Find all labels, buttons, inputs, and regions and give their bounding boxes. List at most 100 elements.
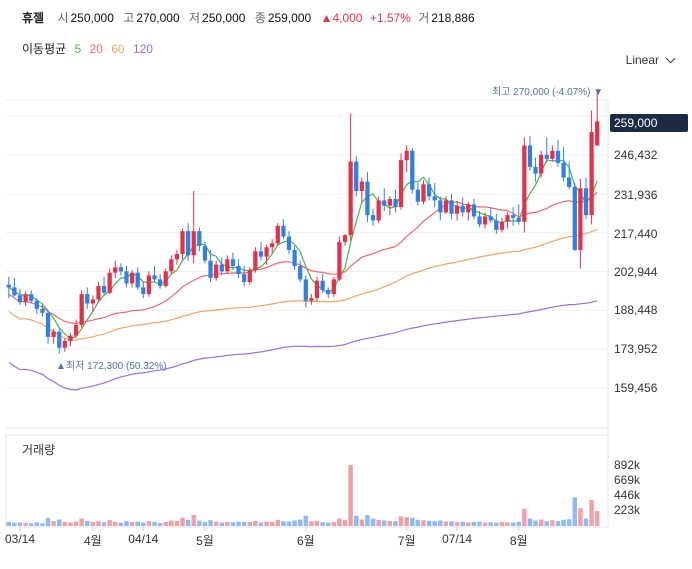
y-tick-label: 188,448 xyxy=(614,303,658,317)
volume-bar xyxy=(387,520,393,526)
candle-body xyxy=(45,312,51,337)
volume-bar xyxy=(264,521,269,526)
candle-body xyxy=(85,294,90,304)
x-tick-label: 4월 xyxy=(83,534,102,548)
volume-bar xyxy=(370,518,376,526)
volume-bar xyxy=(348,465,353,526)
ma-5-line xyxy=(8,159,598,340)
volume-bar xyxy=(185,519,191,526)
close-label: 종 xyxy=(254,11,266,25)
volume-bar xyxy=(157,522,163,526)
candle-body xyxy=(539,154,544,174)
low-value: 250,000 xyxy=(202,11,246,25)
candle-body xyxy=(135,272,140,288)
candle-body xyxy=(527,145,533,167)
volume-bar xyxy=(303,515,309,526)
x-tick-label: 07/14 xyxy=(442,532,473,546)
candle-body xyxy=(561,162,566,178)
volume-bar xyxy=(421,520,426,526)
candle-body xyxy=(544,154,549,159)
candle-body xyxy=(6,284,11,288)
volume-bar xyxy=(202,521,208,526)
ma-120-label: 120 xyxy=(132,42,153,56)
candle-body xyxy=(398,160,404,208)
volume-bar xyxy=(68,522,73,526)
volume-bar xyxy=(163,522,168,526)
candle-body xyxy=(90,299,95,304)
volume-bar xyxy=(23,522,28,526)
candle-body xyxy=(286,236,292,250)
x-tick-label: 7월 xyxy=(397,534,416,548)
volume-bar xyxy=(96,521,101,526)
volume-bar xyxy=(180,517,185,526)
volume-bar xyxy=(527,518,533,526)
candle-body xyxy=(230,259,236,266)
candle-body xyxy=(174,253,180,260)
candle-body xyxy=(337,241,342,280)
volume-bar xyxy=(449,521,454,526)
volume-bar xyxy=(34,522,40,526)
volume-bar xyxy=(393,521,398,526)
candle-body xyxy=(370,215,376,221)
volume-bar xyxy=(494,522,499,526)
volume-bar xyxy=(113,521,118,526)
candle-body xyxy=(242,274,247,283)
volume-bar xyxy=(79,518,84,526)
candle-body xyxy=(51,331,56,337)
volume-bar xyxy=(292,520,297,526)
moving-average-legend[interactable]: 이동평균 5 20 60 120 xyxy=(22,40,158,57)
y-tick-label: 159,456 xyxy=(614,381,658,395)
candle-body xyxy=(555,150,561,163)
candle-body xyxy=(578,188,583,250)
x-tick-label: 8월 xyxy=(509,534,528,548)
volume-bar xyxy=(146,521,152,526)
ma-120-line xyxy=(8,300,598,391)
candle-body xyxy=(275,225,280,244)
candle-body xyxy=(432,196,437,201)
candle-body xyxy=(40,308,45,313)
low-label: 저 xyxy=(189,11,201,25)
candle-body xyxy=(68,335,73,342)
candle-body xyxy=(511,215,516,218)
candle-body xyxy=(550,150,555,159)
volume-bar xyxy=(594,511,600,526)
candle-body xyxy=(505,215,510,222)
volume-bar xyxy=(56,519,62,526)
open-label: 시 xyxy=(57,11,69,25)
volume-bar xyxy=(219,522,224,526)
volume-bar xyxy=(124,521,129,526)
candle-body xyxy=(404,150,409,161)
volume-bar xyxy=(236,521,241,526)
volume-bar xyxy=(572,497,578,526)
candle-body xyxy=(79,294,84,325)
volume-bar xyxy=(382,520,387,526)
volume-bar xyxy=(191,515,196,526)
candle-body xyxy=(354,161,359,191)
volume-bar xyxy=(561,519,566,526)
x-tick-label: 6월 xyxy=(296,534,315,548)
scale-selector[interactable]: Linear xyxy=(626,53,676,67)
volume-bar xyxy=(460,521,465,526)
candle-body xyxy=(342,235,348,242)
volume-bar xyxy=(286,521,292,526)
last-price-tag: 259,000 xyxy=(610,114,688,132)
volume-bar xyxy=(432,521,437,526)
candle-body xyxy=(152,275,157,280)
volume-bar xyxy=(426,520,432,526)
candle-body xyxy=(101,286,107,293)
candle-body xyxy=(96,286,101,300)
volume-bar xyxy=(208,520,213,526)
volume-bar xyxy=(275,519,281,526)
candle-body xyxy=(522,145,527,222)
candle-body xyxy=(488,216,493,221)
volume-bar xyxy=(482,522,488,526)
volume-bar xyxy=(247,521,253,526)
volume-bar xyxy=(320,522,325,526)
volume-bar xyxy=(62,521,68,526)
high-annotation: 최고 270,000 (-4.07%) ▼ xyxy=(492,83,603,98)
candle-body xyxy=(359,181,364,191)
volume-bar xyxy=(538,519,544,526)
volume-bar xyxy=(230,522,236,526)
candle-body xyxy=(17,295,23,303)
